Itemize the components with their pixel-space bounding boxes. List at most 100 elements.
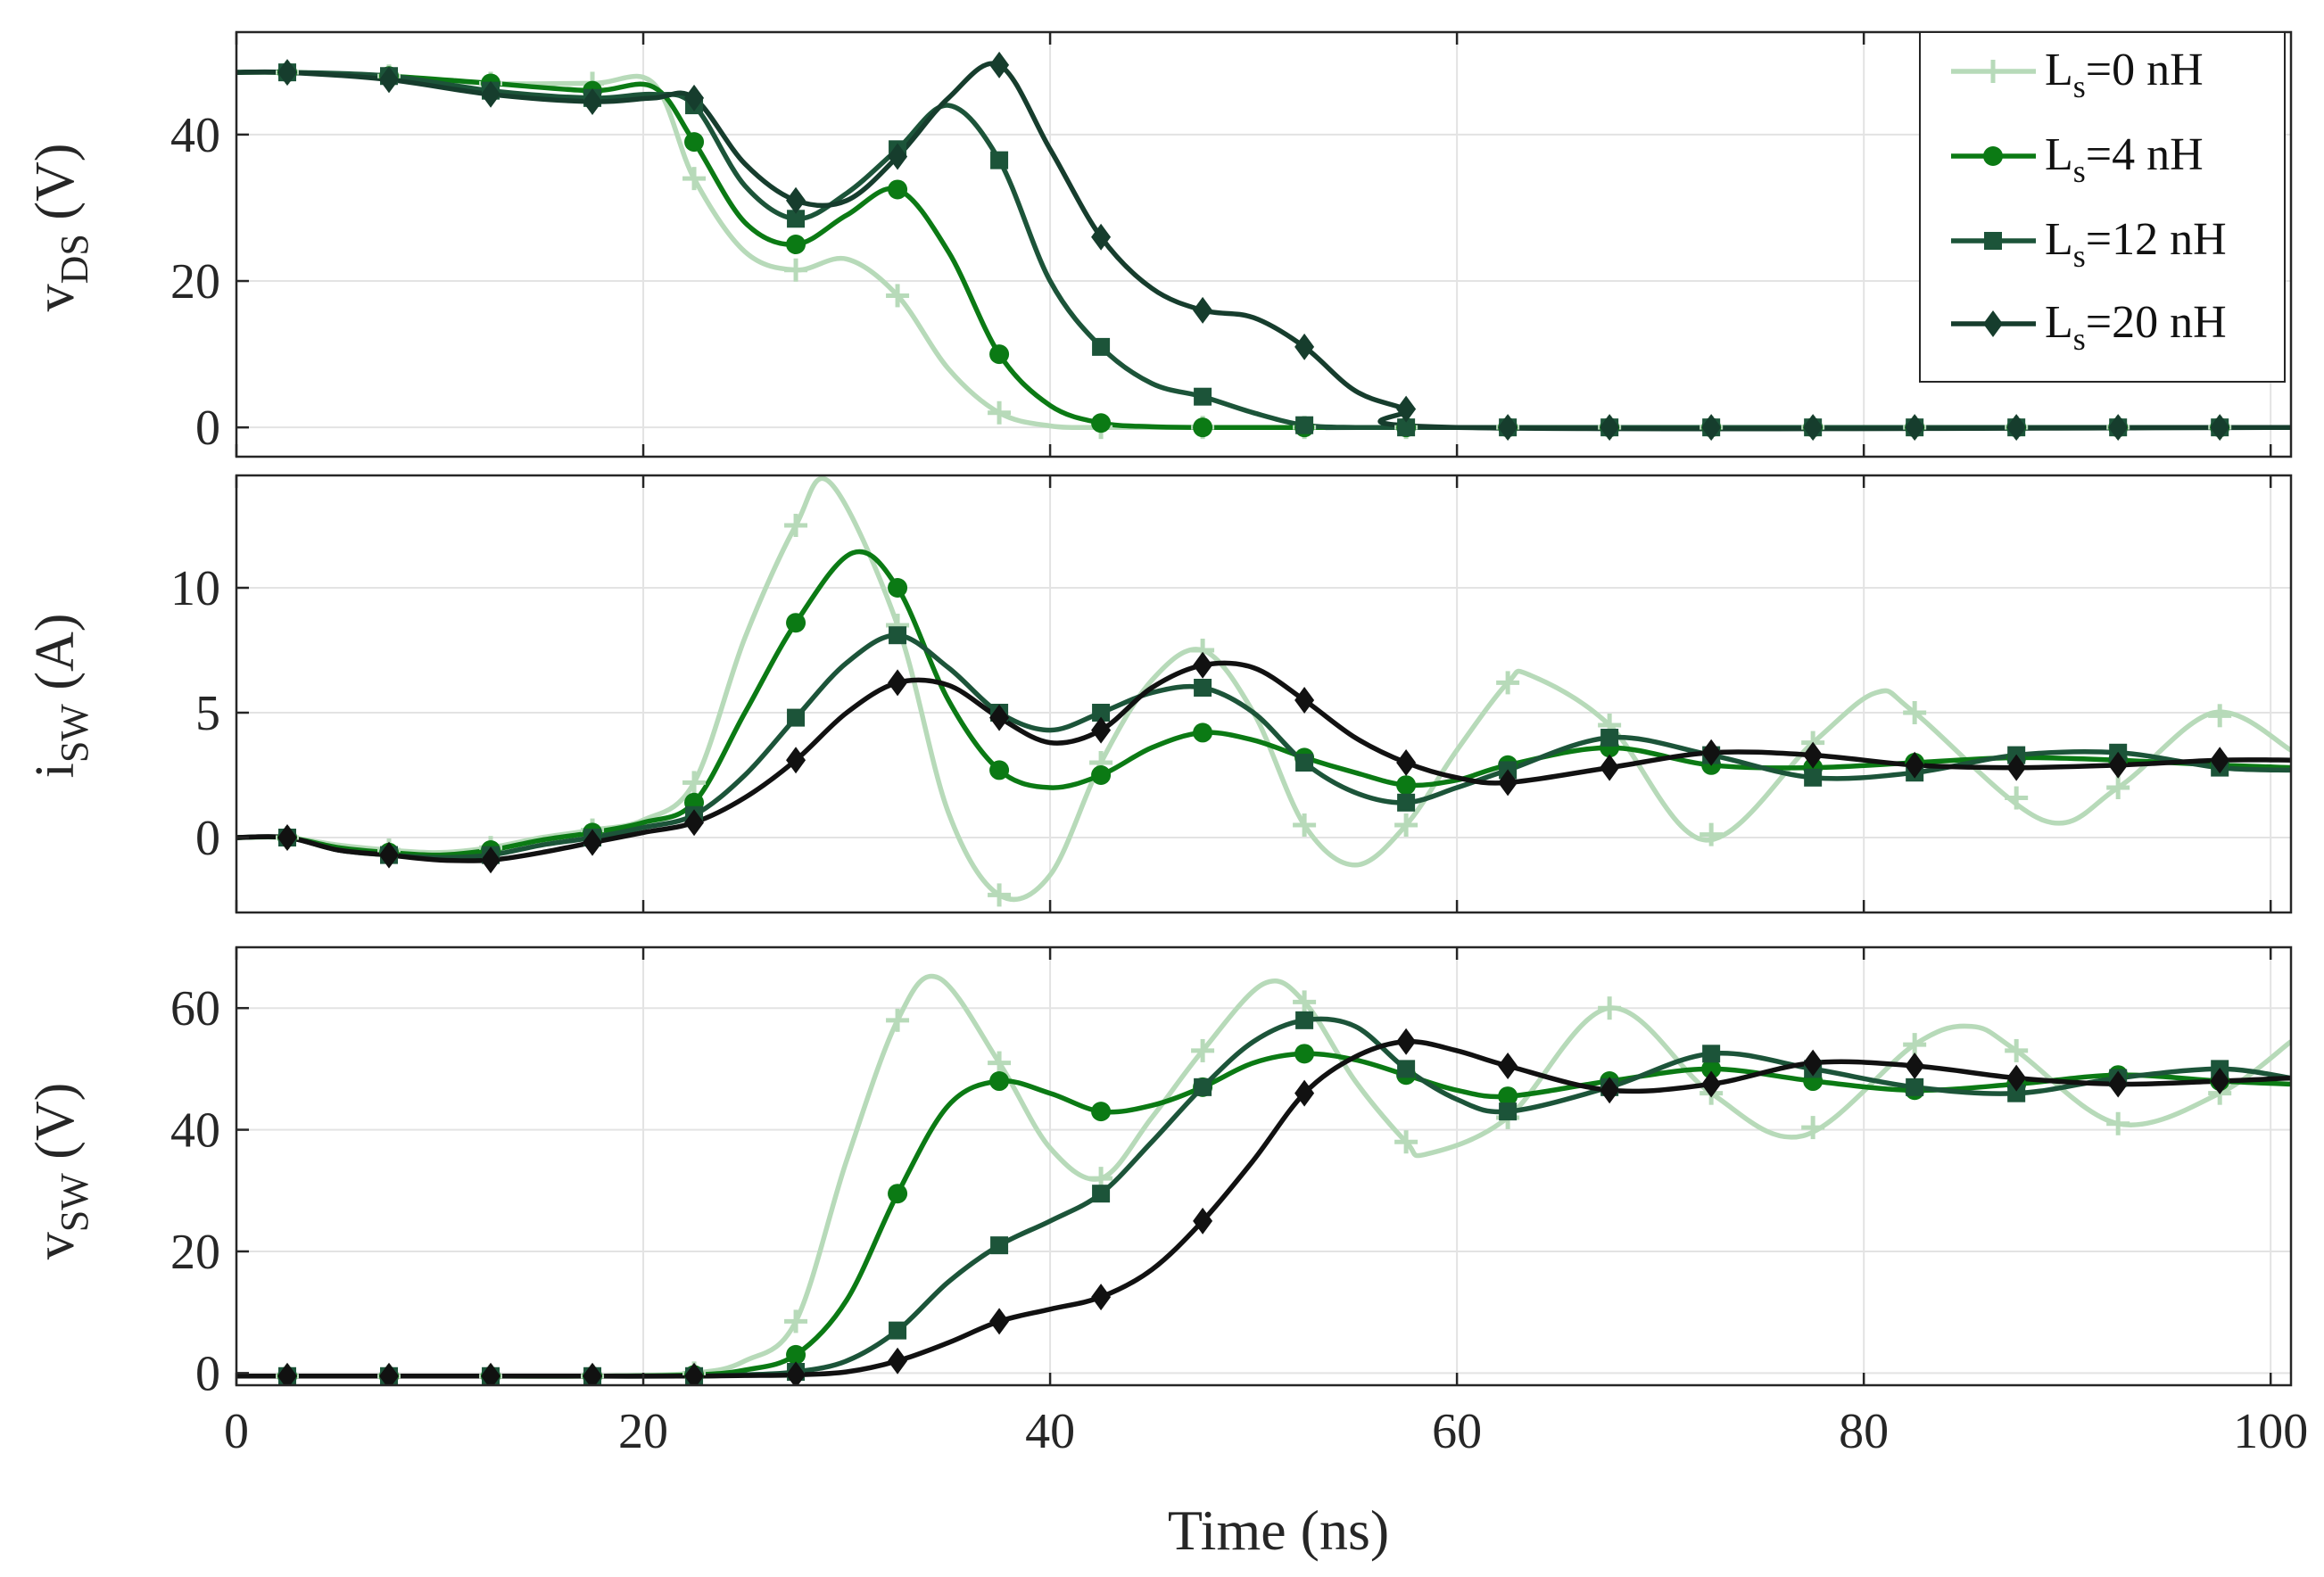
vds-series-ls12-marker <box>1295 416 1314 434</box>
isw-series-ls12-line <box>236 632 2291 861</box>
vsw-series-ls0-marker <box>2005 1038 2029 1062</box>
vds-series-ls4-line <box>236 70 2291 430</box>
legend-label-ls4-sub: s <box>2073 153 2086 189</box>
panel-vds: vDS (V) 0 20 40 <box>25 30 2293 458</box>
vsw-series-ls20-marker <box>2006 1064 2027 1092</box>
ylabel-vsw-main: v <box>25 1232 86 1259</box>
isw-series-ls20-marker <box>481 846 501 874</box>
vsw-series-group <box>236 973 2291 1385</box>
legend-marker-ls20 <box>1983 310 2003 337</box>
legend-label-ls0-main: L <box>2045 45 2073 95</box>
legend: Ls=0 nH Ls=4 nH Ls=12 nH Ls=20 nH <box>1919 31 2286 383</box>
isw-series-ls12-marker <box>787 708 806 727</box>
vsw-series-ls0-marker <box>886 1008 910 1032</box>
vds-series-ls20-marker <box>1091 223 1112 251</box>
isw-series-group <box>236 475 2291 907</box>
vsw-series-ls4-marker <box>1294 1044 1315 1064</box>
isw-series-ls4-marker <box>1396 775 1417 796</box>
legend-entry-ls4: Ls=4 nH <box>1951 129 2204 189</box>
vds-axes-frame <box>235 30 2293 458</box>
vsw-xtick-label: 80 <box>1839 1404 1889 1459</box>
isw-series-ls20-marker <box>1498 769 1518 797</box>
ylabel-isw-main: i <box>25 763 86 778</box>
legend-label-ls0-sub: s <box>2073 69 2086 104</box>
isw-series-ls12-marker <box>1804 768 1823 787</box>
vsw-series-ls12-marker <box>990 1236 1009 1255</box>
vsw-series-ls12-marker <box>1702 1044 1721 1063</box>
vds-series-ls4-marker <box>786 235 806 254</box>
vsw-series-ls12-marker <box>889 1321 907 1340</box>
vsw-series-ls20-marker <box>2108 1070 2129 1098</box>
vsw-series-ls20-marker <box>1396 1028 1417 1055</box>
vsw-series-ls20-marker <box>583 1362 603 1385</box>
vds-series-ls20-marker <box>989 51 1010 78</box>
vds-series-ls20-marker <box>1193 296 1213 324</box>
ylabel-isw-unit: (A) <box>25 614 86 705</box>
vsw-ytick-label: 40 <box>170 1103 220 1159</box>
legend-label-ls4: Ls=4 nH <box>2045 129 2204 189</box>
vds-series-ls4-marker <box>684 132 705 153</box>
vds-series-ls20-marker <box>1600 414 1620 442</box>
isw-series-ls20-marker <box>1905 751 1925 779</box>
isw-series-ls0-marker <box>2208 704 2232 728</box>
vsw-series-ls0-marker <box>988 1051 1012 1075</box>
legend-label-ls0-rest: =0 nH <box>2086 45 2204 95</box>
legend-label-ls20-rest: =20 nH <box>2086 297 2227 348</box>
isw-series-ls4-marker <box>989 760 1010 780</box>
isw-series-ls4-marker <box>786 613 806 633</box>
isw-series-ls4-marker <box>888 578 908 598</box>
vds-series-ls20-marker <box>2210 414 2230 442</box>
vsw-series-ls20-marker <box>1498 1052 1518 1079</box>
vsw-series-ls20-marker <box>684 1362 705 1385</box>
isw-series-ls4-marker <box>1193 722 1213 743</box>
vsw-series-ls0-marker <box>1191 1038 1215 1062</box>
vsw-xtick-label: 100 <box>2233 1404 2308 1459</box>
isw-series-ls20-marker <box>583 829 603 856</box>
legend-label-ls20: Ls=20 nH <box>2045 297 2227 357</box>
legend-entry-ls0: Ls=0 nH <box>1951 45 2204 104</box>
vds-series-ls20-marker <box>1905 414 1925 442</box>
isw-series-ls20-marker <box>1803 741 1824 769</box>
vds-series-ls20-marker <box>1701 414 1722 442</box>
vsw-series-ls12-marker <box>1194 1077 1212 1096</box>
isw-ytick-label: 0 <box>195 811 220 866</box>
legend-entry-ls12: Ls=12 nH <box>1951 214 2227 274</box>
vsw-series-ls12-marker <box>1499 1102 1518 1121</box>
vsw-series-ls4-marker <box>888 1184 908 1204</box>
vsw-series-ls4-marker <box>1091 1102 1112 1122</box>
vsw-series-ls20-marker <box>989 1308 1010 1335</box>
vsw-series-ls12-marker <box>1092 1185 1111 1203</box>
vds-series-ls20-marker <box>2108 414 2129 442</box>
vsw-series-ls4-marker <box>989 1071 1010 1092</box>
vsw-xtick-label: 20 <box>618 1404 668 1459</box>
vsw-series-ls4-marker <box>1498 1086 1518 1107</box>
vsw-series-ls20-marker <box>277 1362 298 1385</box>
isw-series-ls0-marker <box>1394 813 1418 837</box>
isw-series-ls0-marker <box>682 771 707 795</box>
legend-label-ls0: Ls=0 nH <box>2045 45 2204 104</box>
vsw-ytick-label: 60 <box>170 981 220 1036</box>
vds-series-ls20-marker <box>888 143 908 170</box>
ylabel-vds-unit: (V) <box>25 144 86 235</box>
vds-series-ls0-marker <box>988 400 1012 425</box>
vsw-series-ls4-marker <box>786 1344 806 1365</box>
vds-series-ls12-marker <box>990 151 1009 169</box>
vsw-series-ls20-marker <box>1600 1077 1620 1104</box>
isw-series-ls0-marker <box>1700 822 1724 846</box>
ylabel-vsw-sub: SW <box>53 1173 96 1232</box>
legend-label-ls12-sub: s <box>2073 238 2086 274</box>
legend-marker-ls0 <box>1981 60 2005 83</box>
vsw-series-ls20-marker <box>2210 1068 2230 1095</box>
vds-series-ls0-marker <box>682 167 707 191</box>
xlabel: Time (ns) <box>1168 1499 1389 1562</box>
vds-series-ls12-marker <box>787 210 806 228</box>
vds-series-ls4-marker <box>888 179 908 200</box>
isw-series-ls20-marker <box>1701 739 1722 766</box>
legend-label-ls4-rest: =4 nH <box>2086 129 2204 180</box>
vsw-ytick-label: 20 <box>170 1225 220 1280</box>
ylabel-vds-sub: DS <box>53 234 96 284</box>
isw-series-ls12-marker <box>1194 679 1212 697</box>
vds-series-ls20-marker <box>481 80 501 108</box>
isw-series-ls0-marker <box>2005 786 2029 810</box>
